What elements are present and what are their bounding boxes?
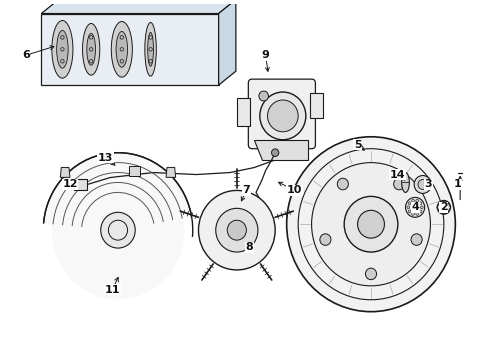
Circle shape <box>101 212 135 248</box>
Text: 14: 14 <box>389 170 405 180</box>
Circle shape <box>337 178 347 190</box>
Circle shape <box>411 212 413 215</box>
FancyBboxPatch shape <box>248 79 315 149</box>
Circle shape <box>411 199 413 202</box>
Polygon shape <box>60 167 70 177</box>
Polygon shape <box>41 0 235 14</box>
Circle shape <box>407 210 410 213</box>
Circle shape <box>420 206 422 209</box>
Circle shape <box>198 190 275 270</box>
Circle shape <box>43 153 192 308</box>
Circle shape <box>407 202 410 204</box>
Text: 2: 2 <box>439 202 447 212</box>
Circle shape <box>319 234 330 246</box>
Circle shape <box>215 208 257 252</box>
Text: 7: 7 <box>242 185 250 195</box>
Ellipse shape <box>87 33 95 65</box>
Polygon shape <box>254 140 307 159</box>
Circle shape <box>344 197 397 252</box>
Text: 12: 12 <box>62 180 78 189</box>
Circle shape <box>405 197 424 217</box>
Circle shape <box>417 180 427 189</box>
Polygon shape <box>74 179 87 190</box>
Polygon shape <box>218 0 235 85</box>
Circle shape <box>418 210 421 213</box>
Polygon shape <box>128 166 140 176</box>
Circle shape <box>267 100 298 132</box>
Circle shape <box>258 91 268 101</box>
Polygon shape <box>166 167 175 177</box>
Ellipse shape <box>147 32 153 66</box>
Circle shape <box>418 202 421 204</box>
Ellipse shape <box>116 31 127 67</box>
Circle shape <box>406 206 409 209</box>
Polygon shape <box>309 93 323 118</box>
Text: 13: 13 <box>98 153 113 163</box>
Circle shape <box>271 149 278 157</box>
Ellipse shape <box>57 31 68 68</box>
Circle shape <box>413 176 430 193</box>
Circle shape <box>286 137 454 312</box>
Circle shape <box>415 199 418 202</box>
Circle shape <box>436 201 449 214</box>
Text: 9: 9 <box>261 50 269 60</box>
Ellipse shape <box>111 22 132 77</box>
Ellipse shape <box>52 21 73 78</box>
Text: 6: 6 <box>22 50 30 60</box>
Circle shape <box>262 208 269 216</box>
Text: 8: 8 <box>245 242 253 252</box>
Circle shape <box>410 234 421 246</box>
Ellipse shape <box>401 172 408 193</box>
Circle shape <box>415 212 418 215</box>
Ellipse shape <box>144 22 156 76</box>
Circle shape <box>311 163 429 286</box>
Polygon shape <box>236 98 250 126</box>
Text: 1: 1 <box>452 180 460 189</box>
Circle shape <box>357 210 384 238</box>
Text: 3: 3 <box>424 180 431 189</box>
Text: 5: 5 <box>353 140 361 150</box>
Circle shape <box>393 178 404 190</box>
Text: 10: 10 <box>286 185 302 195</box>
Text: 11: 11 <box>104 285 120 295</box>
Circle shape <box>365 268 376 280</box>
Circle shape <box>259 92 305 140</box>
Polygon shape <box>41 14 218 85</box>
Circle shape <box>227 220 246 240</box>
Ellipse shape <box>82 23 100 75</box>
Text: 4: 4 <box>410 202 418 212</box>
